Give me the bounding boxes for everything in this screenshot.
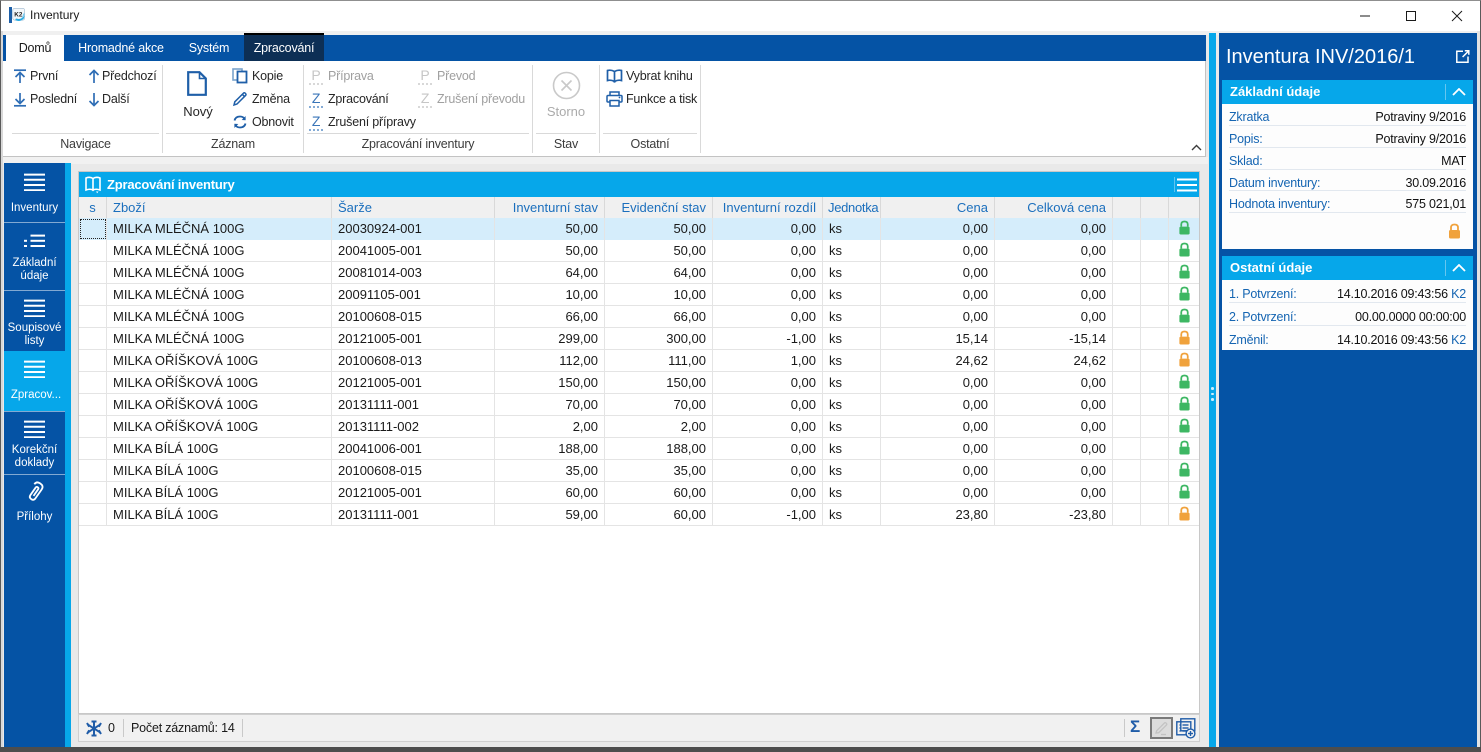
svg-text:K2: K2 bbox=[14, 12, 23, 19]
